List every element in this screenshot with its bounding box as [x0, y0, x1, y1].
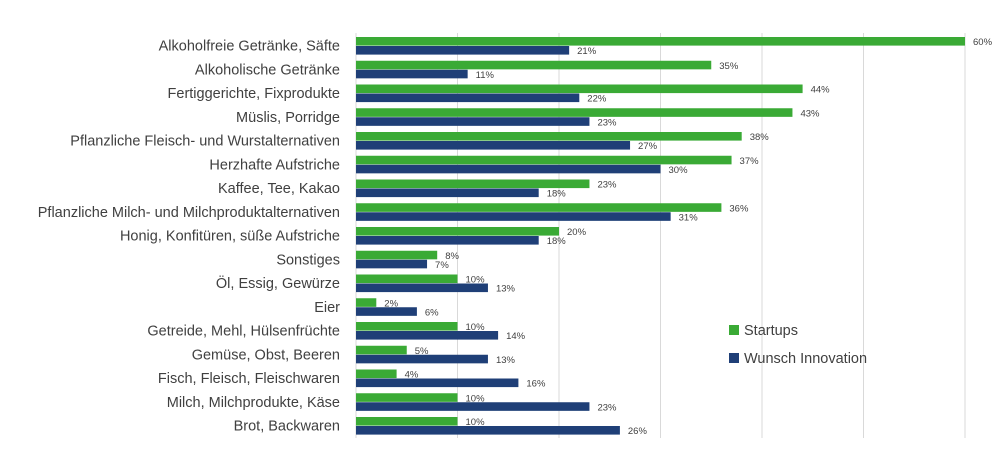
data-label: 43%	[800, 108, 820, 119]
bar-wunsch-innovation	[356, 378, 519, 388]
category-label: Honig, Konfitüren, süße Aufstriche	[120, 229, 340, 245]
bar-wunsch-innovation	[356, 426, 620, 435]
data-label: 31%	[679, 212, 699, 223]
bar-startups	[356, 203, 722, 212]
category-label: Milch, Milchprodukte, Käse	[167, 395, 340, 411]
data-label: 22%	[587, 94, 607, 105]
data-label: 14%	[506, 331, 526, 342]
bar-wunsch-innovation	[356, 331, 499, 340]
data-label: 44%	[811, 85, 831, 96]
category-label: Kaffee, Tee, Kakao	[218, 181, 340, 197]
category-label: Gemüse, Obst, Beeren	[192, 347, 340, 363]
bar-startups	[356, 227, 559, 236]
data-label: 10%	[466, 417, 486, 428]
data-label: 11%	[476, 70, 495, 81]
legend-swatch-startups	[729, 325, 739, 335]
bar-startups	[356, 274, 458, 284]
bar-startups	[356, 108, 793, 117]
bar-wunsch-innovation	[356, 236, 539, 245]
category-label: Eier	[314, 300, 340, 316]
data-label: 27%	[638, 141, 658, 152]
bar-wunsch-innovation	[356, 354, 488, 364]
category-label: Herzhafte Aufstriche	[209, 157, 340, 173]
data-label: 37%	[740, 156, 760, 167]
bar-startups	[356, 393, 458, 402]
data-label: 10%	[466, 322, 486, 333]
category-labels: Alkoholfreie Getränke, Säfte Alkoholische…	[38, 39, 340, 435]
data-label: 21%	[577, 46, 597, 57]
bar-wunsch-innovation	[356, 212, 671, 221]
bar-wunsch-innovation	[356, 283, 488, 293]
bar-wunsch-innovation	[356, 69, 468, 79]
category-label: Alkoholfreie Getränke, Säfte	[159, 39, 340, 55]
category-label: Pflanzliche Milch- und Milchproduktalter…	[38, 205, 340, 221]
bar-wunsch-innovation	[356, 117, 590, 126]
bar-startups	[356, 322, 458, 331]
data-label: 20%	[567, 227, 587, 238]
bar-startups	[356, 60, 712, 70]
data-label: 26%	[628, 426, 648, 437]
bar-startups	[356, 132, 742, 141]
category-label: Müslis, Porridge	[236, 110, 340, 126]
category-label: Getreide, Mehl, Hülsenfrüchte	[147, 324, 340, 340]
bar-startups	[356, 84, 803, 94]
data-label: 4%	[405, 370, 419, 381]
bar-wunsch-innovation	[356, 307, 417, 316]
bar-wunsch-innovation	[356, 93, 580, 103]
data-label: 6%	[425, 307, 439, 318]
bar-startups	[356, 155, 732, 165]
data-label: 5%	[415, 346, 429, 357]
data-label: 36%	[729, 203, 749, 214]
category-label: Pflanzliche Fleisch- und Wurstalternativ…	[70, 134, 340, 150]
category-label: Fertiggerichte, Fixprodukte	[168, 86, 340, 102]
data-label: 16%	[526, 379, 546, 390]
bar-wunsch-innovation	[356, 141, 631, 150]
data-label: 23%	[597, 117, 617, 128]
category-label: Sonstiges	[276, 252, 340, 268]
data-label: 7%	[435, 260, 449, 271]
category-label: Brot, Backwaren	[234, 419, 340, 435]
category-label: Öl, Essig, Gewürze	[216, 274, 340, 292]
data-label: 8%	[445, 251, 459, 262]
legend: Startups Wunsch Innovation	[729, 323, 867, 367]
data-label: 18%	[547, 236, 567, 247]
category-label: Alkoholische Getränke	[195, 62, 340, 78]
bar-startups	[356, 345, 407, 355]
data-label: 10%	[466, 275, 486, 286]
bars: 60% 21% 35% 11% 44% 22% 43% 23% 38% 27% 37% 30% 23% 1…	[356, 37, 993, 437]
data-label: 23%	[597, 402, 617, 413]
bar-wunsch-innovation	[356, 46, 570, 55]
bar-wunsch-innovation	[356, 164, 661, 174]
bar-startups	[356, 298, 377, 307]
bar-startups	[356, 250, 438, 260]
data-label: 35%	[719, 61, 739, 72]
data-label: 23%	[597, 180, 617, 191]
data-label: 18%	[547, 189, 567, 200]
bar-startups	[356, 37, 965, 46]
data-label: 38%	[750, 132, 770, 143]
category-label: Fisch, Fleisch, Fleischwaren	[158, 371, 340, 387]
bar-wunsch-innovation	[356, 402, 590, 411]
bar-startups	[356, 179, 590, 189]
legend-swatch-wunsch-innovation	[729, 353, 739, 363]
legend-label-startups: Startups	[744, 323, 798, 339]
data-label: 2%	[384, 298, 398, 309]
data-label: 30%	[669, 165, 689, 176]
bar-wunsch-innovation	[356, 188, 539, 198]
bar-wunsch-innovation	[356, 259, 428, 269]
data-label: 10%	[466, 393, 486, 404]
data-label: 13%	[496, 355, 516, 366]
data-label: 60%	[973, 37, 993, 48]
bar-startups	[356, 417, 458, 426]
legend-label-wunsch-innovation: Wunsch Innovation	[744, 351, 867, 367]
bar-startups	[356, 369, 397, 379]
data-label: 13%	[496, 284, 516, 295]
